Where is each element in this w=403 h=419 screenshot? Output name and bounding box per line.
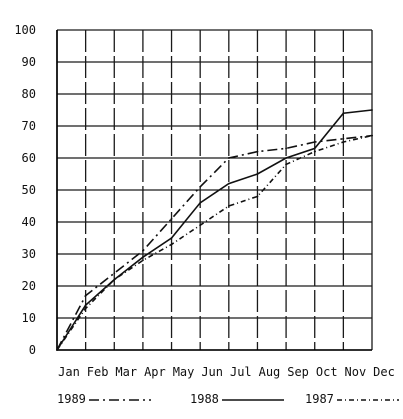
data-point-1989: [199, 185, 202, 188]
y-tick-label: 30: [22, 247, 36, 261]
data-point-1988: [142, 256, 144, 259]
data-point-1987: [227, 205, 230, 207]
data-point-1989: [142, 249, 144, 252]
y-tick-label: 90: [22, 55, 36, 69]
data-point-1989: [342, 137, 345, 140]
y-tick-label: 0: [29, 343, 36, 357]
legend-label: 1987: [305, 392, 334, 406]
data-point-1989: [227, 157, 230, 159]
x-tick-label: Feb: [87, 365, 109, 379]
x-tick-label: Apr: [144, 365, 166, 379]
data-point-1987: [199, 224, 202, 227]
x-tick-label: Mar: [115, 365, 137, 379]
data-point-1989: [84, 294, 87, 297]
x-tick-label: Jan: [58, 365, 80, 379]
data-point-1987: [342, 141, 345, 143]
data-point-1987: [371, 134, 373, 137]
series-lines: [56, 109, 373, 351]
grid: [56, 29, 373, 351]
y-tick-label: 80: [22, 87, 36, 101]
legend-label: 1988: [190, 392, 219, 406]
x-tick-label: May: [173, 365, 195, 379]
data-point-1989: [285, 147, 287, 150]
data-point-1989: [256, 150, 259, 153]
axes: [56, 30, 372, 351]
legend: 1989 1988 1987: [57, 392, 399, 406]
data-point-1987: [113, 278, 116, 281]
data-point-1989: [113, 272, 116, 275]
x-tick-label: Dec: [373, 365, 395, 379]
y-tick-label: 10: [22, 311, 36, 325]
x-tick-label: Aug: [259, 365, 281, 379]
data-point-1987: [285, 163, 287, 166]
y-tick-labels: 0 10 20 30 40 50 60 70 80 90 100: [14, 23, 36, 357]
x-tick-label: Oct: [316, 365, 338, 379]
y-tick-label: 60: [22, 151, 36, 165]
data-point-1987: [256, 195, 259, 198]
x-tick-label: Nov: [345, 365, 367, 379]
data-point-1989: [313, 141, 316, 143]
data-point-1988: [371, 109, 373, 111]
data-point-1988: [170, 237, 173, 239]
series-line-1989: [56, 134, 373, 351]
series-line-1987: [56, 134, 373, 351]
y-tick-label: 20: [22, 279, 36, 293]
data-point-1988: [285, 157, 287, 159]
data-point-1988: [313, 147, 316, 150]
series-line-1988: [56, 109, 373, 351]
x-tick-label: Jun: [201, 365, 223, 379]
legend-label: 1989: [57, 392, 86, 406]
data-point-1988: [256, 173, 259, 175]
x-tick-label: Jul: [230, 365, 252, 379]
y-tick-label: 40: [22, 215, 36, 229]
data-point-1987: [84, 307, 87, 310]
data-point-1988: [199, 201, 202, 204]
data-point-1988: [84, 304, 87, 307]
data-point-1989: [170, 217, 173, 220]
x-tick-labels: Jan Feb Mar Apr May Jun Jul Aug Sep Oct Nov Dec: [58, 365, 395, 379]
x-tick-label: Sep: [287, 365, 309, 379]
data-point-1988: [342, 112, 345, 115]
data-point-1987: [170, 243, 173, 246]
data-point-1987: [313, 150, 316, 153]
y-tick-label: 100: [14, 23, 36, 37]
data-point-1987: [56, 349, 58, 351]
y-tick-label: 70: [22, 119, 36, 133]
data-point-1988: [227, 182, 230, 185]
data-point-1987: [142, 259, 144, 262]
y-tick-label: 50: [22, 183, 36, 197]
